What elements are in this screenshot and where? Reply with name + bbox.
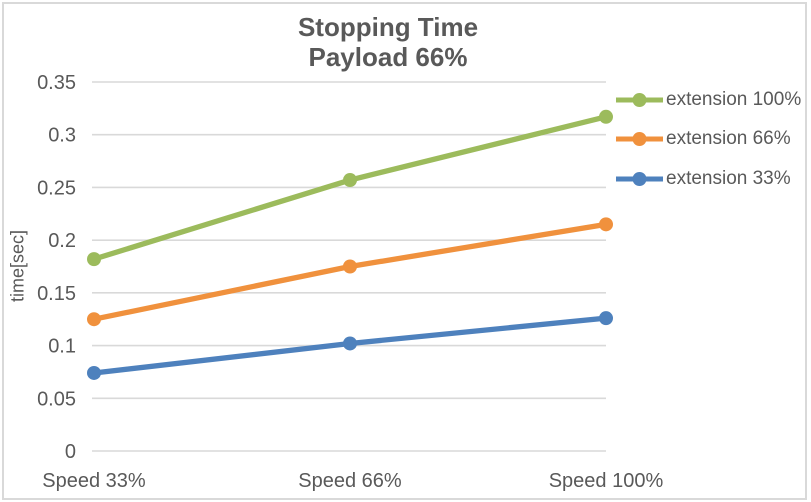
y-tick-label: 0.3 xyxy=(48,125,76,147)
y-tick-label: 0 xyxy=(65,441,76,463)
legend-label: extension 33% xyxy=(666,167,791,189)
legend-marker-icon xyxy=(616,92,663,107)
series-marker-extension-33- xyxy=(599,311,613,326)
legend-item-extension-100-: extension 100% xyxy=(616,80,801,120)
series-marker-extension-66- xyxy=(343,259,357,274)
y-tick-label: 0.25 xyxy=(37,177,76,199)
series-marker-extension-100- xyxy=(599,109,613,124)
legend-item-extension-66-: extension 66% xyxy=(616,120,801,160)
legend: extension 100% extension 66% extension 33% xyxy=(616,80,801,199)
series-marker-extension-100- xyxy=(343,173,357,188)
series-marker-extension-66- xyxy=(87,312,101,327)
legend-label: extension 66% xyxy=(666,128,791,150)
y-tick-label: 0.05 xyxy=(37,388,76,410)
legend-label: extension 100% xyxy=(666,88,802,110)
y-tick-label: 0.35 xyxy=(37,72,76,94)
x-tick-label: Speed 100% xyxy=(549,470,664,492)
chart-title-line1: Stopping Time xyxy=(297,12,479,42)
legend-item-extension-33-: extension 33% xyxy=(616,159,801,199)
chart-title-line2: Payload 66% xyxy=(308,42,468,72)
legend-marker-icon xyxy=(616,132,663,147)
x-tick-label: Speed 33% xyxy=(42,470,146,492)
chart-title: Stopping Time Payload 66% xyxy=(0,12,776,72)
legend-marker-icon xyxy=(616,171,663,186)
series-marker-extension-33- xyxy=(343,336,357,351)
series-marker-extension-100- xyxy=(87,252,101,267)
y-tick-label: 0.2 xyxy=(48,230,76,252)
y-tick-label: 0.1 xyxy=(48,336,76,358)
series-marker-extension-66- xyxy=(599,217,613,232)
y-tick-label: 0.15 xyxy=(37,283,76,305)
series-marker-extension-33- xyxy=(87,365,101,380)
x-tick-label: Speed 66% xyxy=(298,470,402,492)
